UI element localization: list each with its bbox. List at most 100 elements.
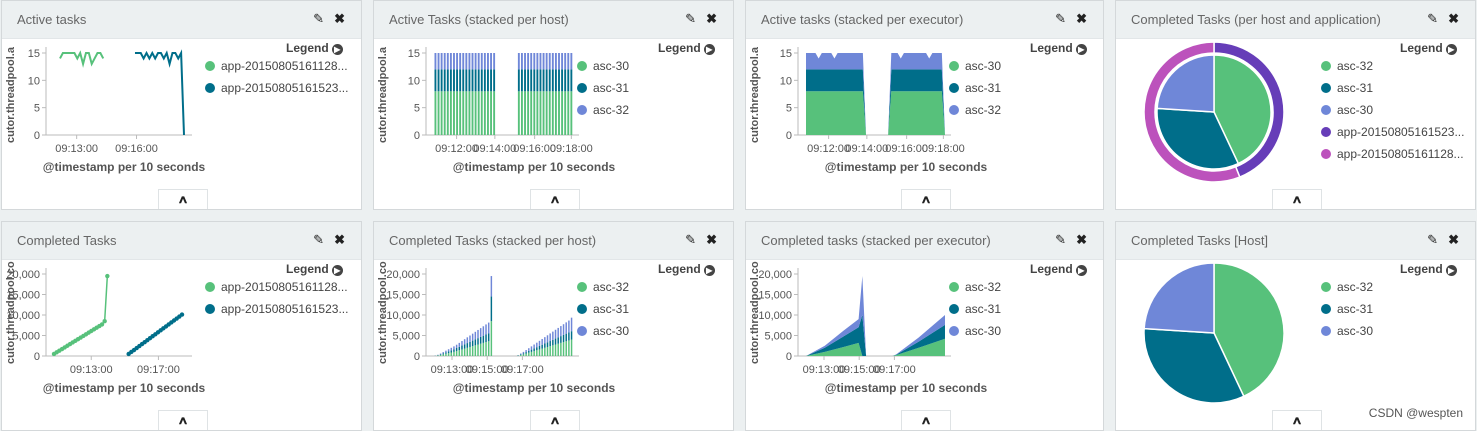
series-line xyxy=(53,276,109,355)
bar-segment xyxy=(471,333,474,341)
x-tick-label: 09:18:00 xyxy=(550,143,593,155)
pencil-icon[interactable]: ✎ xyxy=(1055,232,1066,247)
bar-segment xyxy=(434,53,437,70)
bar-segment xyxy=(459,91,462,135)
bar-segment xyxy=(462,53,465,70)
bar-segment xyxy=(554,344,557,356)
bar-segment xyxy=(487,53,489,70)
bar-segment xyxy=(480,53,483,70)
bar-segment xyxy=(434,69,437,92)
pencil-icon[interactable]: ✎ xyxy=(313,232,324,247)
collapse-toggle[interactable]: ∧ xyxy=(158,410,208,430)
y-axis-label: cutor.threadpool.a xyxy=(5,46,17,143)
bar-segment xyxy=(482,335,485,343)
collapse-toggle[interactable]: ∧ xyxy=(901,410,951,430)
bar-segment xyxy=(520,353,522,355)
panel-header: Active tasks ✎ ✖ xyxy=(2,1,361,39)
close-icon[interactable]: ✖ xyxy=(706,11,717,26)
bar-segment xyxy=(557,343,559,356)
close-icon[interactable]: ✖ xyxy=(1076,232,1087,247)
collapse-toggle[interactable]: ∧ xyxy=(530,189,580,209)
bar-segment xyxy=(493,91,496,135)
bar-segment xyxy=(533,69,536,92)
bar-segment xyxy=(542,53,545,70)
pencil-icon[interactable]: ✎ xyxy=(685,232,696,247)
bar-segment xyxy=(453,91,455,135)
bar-segment xyxy=(479,343,482,356)
bar-segment xyxy=(560,336,562,343)
bar-segment xyxy=(474,331,477,340)
bar-segment xyxy=(445,353,447,356)
close-icon[interactable]: ✖ xyxy=(334,11,345,26)
bar-segment xyxy=(468,69,471,92)
watermark: CSDN @wespten xyxy=(1368,406,1463,420)
series-line xyxy=(134,49,185,136)
chevron-up-icon: ∧ xyxy=(1291,194,1303,206)
pencil-icon[interactable]: ✎ xyxy=(1427,11,1438,26)
bar-segment xyxy=(517,91,520,135)
x-tick-label: 09:15:00 xyxy=(466,364,509,376)
bar-segment xyxy=(560,326,562,337)
y-tick-label: 15 xyxy=(408,48,420,60)
pencil-icon[interactable]: ✎ xyxy=(1055,11,1066,26)
bar-segment xyxy=(477,329,479,339)
pencil-icon[interactable]: ✎ xyxy=(685,11,696,26)
x-axis-label: @timestamp per 10 seconds xyxy=(453,160,616,174)
bar-segment xyxy=(545,91,548,135)
close-icon[interactable]: ✖ xyxy=(1448,11,1459,26)
bar-segment xyxy=(539,69,542,92)
bar-segment xyxy=(459,69,462,92)
pencil-icon[interactable]: ✎ xyxy=(1427,232,1438,247)
y-tick-label: 15,000 xyxy=(386,290,420,302)
close-icon[interactable]: ✖ xyxy=(1448,232,1459,247)
bar-segment xyxy=(552,331,554,340)
bar-segment xyxy=(466,347,469,356)
collapse-toggle[interactable]: ∧ xyxy=(1272,189,1322,209)
collapse-toggle[interactable]: ∧ xyxy=(158,189,208,209)
close-icon[interactable]: ✖ xyxy=(1076,11,1087,26)
bar-segment xyxy=(554,338,557,345)
bar-segment xyxy=(459,53,462,70)
close-icon[interactable]: ✖ xyxy=(334,232,345,247)
collapse-toggle[interactable]: ∧ xyxy=(1272,410,1322,430)
bar-segment xyxy=(490,53,492,70)
bar-segment xyxy=(490,321,493,356)
bar-segment xyxy=(474,345,477,356)
bar-segment xyxy=(533,351,535,356)
chart-1: cutor.threadpool.a 0 5 10 15 09:12:0009:14:00… xyxy=(377,46,616,174)
bar-segment xyxy=(487,341,490,356)
bar-segment xyxy=(541,338,543,345)
bar-segment xyxy=(536,69,539,92)
close-icon[interactable]: ✖ xyxy=(706,232,717,247)
bar-segment xyxy=(487,333,490,342)
x-tick-label: 09:13:00 xyxy=(55,143,98,155)
bar-segment xyxy=(446,53,449,70)
bar-segment xyxy=(458,346,461,351)
bar-segment xyxy=(536,350,538,356)
bar-segment xyxy=(524,69,526,92)
bar-segment xyxy=(544,337,546,344)
pencil-icon[interactable]: ✎ xyxy=(313,11,324,26)
bar-segment xyxy=(466,337,469,344)
bar-segment xyxy=(546,342,549,347)
panel-title: Completed Tasks xyxy=(17,233,117,248)
chevron-up-icon: ∧ xyxy=(177,194,189,206)
data-point xyxy=(179,312,185,317)
bar-segment xyxy=(517,69,520,92)
x-tick-label: 09:17:00 xyxy=(501,364,544,376)
bar-segment xyxy=(455,348,458,352)
bar-segment xyxy=(549,341,551,347)
x-tick-label: 09:18:00 xyxy=(922,143,965,155)
bar-segment xyxy=(439,354,442,355)
bar-segment xyxy=(482,326,485,336)
collapse-toggle[interactable]: ∧ xyxy=(530,410,580,430)
bar-segment xyxy=(552,339,554,346)
x-tick-label: 09:16:00 xyxy=(115,143,158,155)
bar-segment xyxy=(485,342,487,356)
panel-title: Active tasks (stacked per executor) xyxy=(761,12,964,27)
chart-4: cutor.threadpool.co 0 5,000 10,000 15,000 20,… xyxy=(5,261,206,395)
collapse-toggle[interactable]: ∧ xyxy=(901,189,951,209)
chart-2: cutor.threadpool.a 0 5 10 15 09:12:0009:14:00… xyxy=(749,46,988,174)
bar-segment xyxy=(538,349,541,356)
y-tick-label: 15 xyxy=(28,48,40,60)
